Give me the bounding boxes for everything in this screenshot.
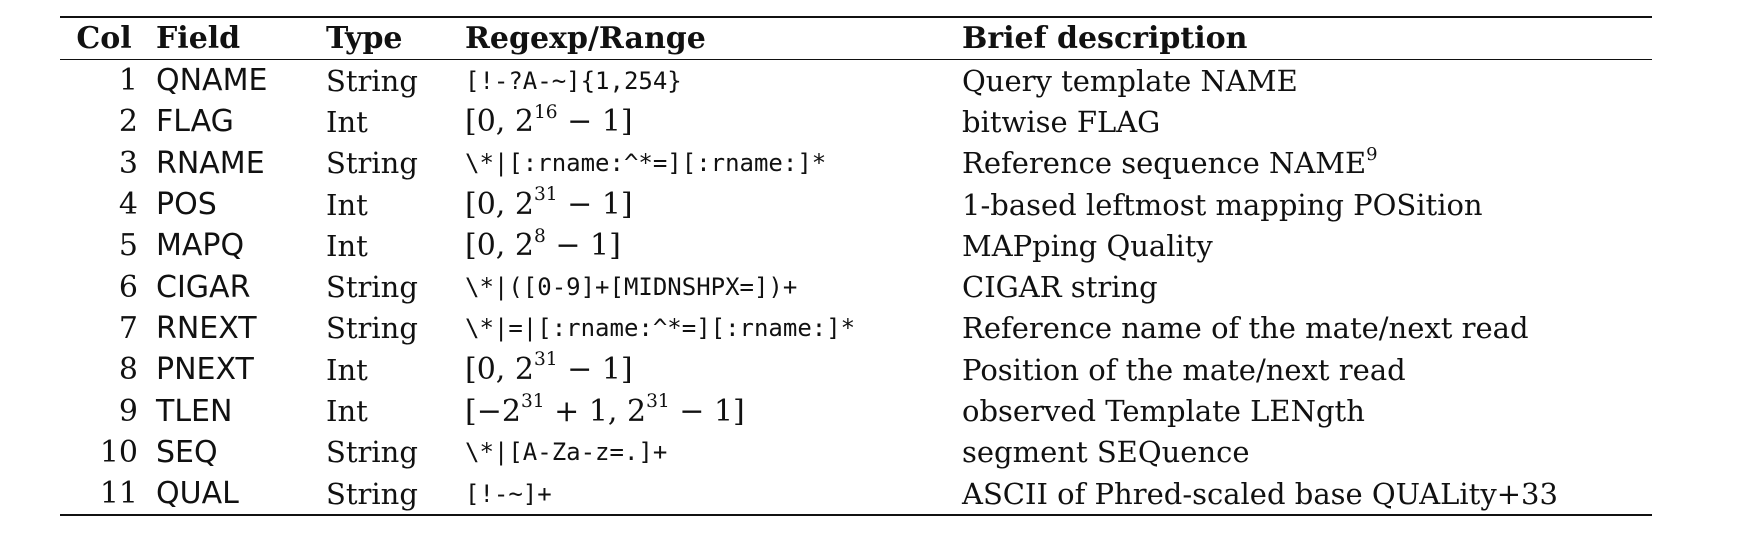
cell-description: MAPping Quality (962, 228, 1213, 263)
cell-type: Int (326, 228, 368, 263)
header-description: Brief description (962, 21, 1248, 56)
header-field: Field (156, 21, 241, 56)
cell-regexp: [−231 + 1, 231 − 1] (465, 390, 745, 429)
cell-description: ASCII of Phred-scaled base QUALity+33 (962, 476, 1558, 511)
cell-type: Int (326, 352, 368, 387)
cell-description: segment SEQuence (962, 435, 1250, 470)
cell-field: SEQ (156, 434, 218, 470)
cell-description: Position of the mate/next read (962, 352, 1406, 387)
cell-regexp: \*|=|[:rname:^*=][:rname:]* (465, 314, 856, 343)
cell-regexp: [0, 28 − 1] (465, 225, 621, 264)
cell-description: Query template NAME (962, 63, 1298, 98)
cell-description: observed Template LENgth (962, 394, 1365, 429)
table-row: 1 QNAME String [!-?A-~]{1,254} Query templat… (60, 60, 1652, 102)
table-header-row: Col Field Type Regexp/Range Brief descri… (60, 17, 1652, 60)
cell-field: RNAME (156, 145, 265, 181)
cell-field: PNEXT (156, 352, 254, 388)
header-type: Type (326, 21, 403, 56)
cell-regexp: \*|[:rname:^*=][:rname:]* (465, 149, 827, 178)
cell-field: CIGAR (156, 269, 251, 305)
cell-col: 6 (118, 269, 138, 305)
cell-regexp: [!-~]+ (465, 479, 552, 508)
cell-description: Reference name of the mate/next read (962, 311, 1529, 346)
cell-field: RNEXT (156, 310, 257, 346)
cell-col: 5 (118, 228, 138, 264)
table-row: 4 POS Int [0, 231 − 1] 1-based leftmost mapp… (60, 184, 1652, 225)
cell-col: 4 (118, 187, 138, 223)
sam-fields-table: Col Field Type Regexp/Range Brief descri… (60, 16, 1652, 516)
cell-regexp: \*|([0-9]+[MIDNSHPX=])+ (465, 273, 798, 302)
cell-description: bitwise FLAG (962, 104, 1161, 139)
table-row: 10 SEQ String \*|[A-Za-z=.]+ segment SEQuenc… (60, 432, 1652, 473)
cell-col: 9 (118, 393, 138, 429)
cell-type: String (326, 146, 418, 181)
table-row: 2 FLAG Int [0, 216 − 1] bitwise FLAG (60, 101, 1652, 142)
cell-field: TLEN (156, 393, 233, 429)
cell-regexp: [!-?A-~]{1,254} (465, 66, 682, 95)
table-body: 1 QNAME String [!-?A-~]{1,254} Query templat… (60, 60, 1652, 516)
table-row: 8 PNEXT Int [0, 231 − 1] Position of the mat… (60, 349, 1652, 390)
cell-type: String (326, 63, 418, 98)
cell-type: String (326, 435, 418, 470)
cell-type: String (326, 476, 418, 511)
cell-field: QNAME (156, 63, 268, 99)
cell-description: 1-based leftmost mapping POSition (962, 187, 1483, 222)
table-row: 6 CIGAR String \*|([0-9]+[MIDNSHPX=])+ CIGAR… (60, 266, 1652, 307)
table-row: 7 RNEXT String \*|=|[:rname:^*=][:rname:]* R… (60, 308, 1652, 349)
cell-col: 7 (118, 310, 138, 346)
cell-col: 1 (118, 63, 138, 99)
cell-col: 2 (118, 104, 138, 140)
sam-fields-table-container: Col Field Type Regexp/Range Brief descri… (60, 16, 1652, 516)
cell-type: String (326, 311, 418, 346)
cell-field: QUAL (156, 476, 239, 512)
cell-field: MAPQ (156, 228, 245, 264)
cell-col: 11 (99, 476, 138, 512)
table-row: 5 MAPQ Int [0, 28 − 1] MAPping Quality (60, 225, 1652, 266)
table-row: 11 QUAL String [!-~]+ ASCII of Phred-scaled … (60, 473, 1652, 516)
cell-type: Int (326, 187, 368, 222)
cell-field: POS (156, 187, 217, 223)
cell-col: 8 (118, 352, 138, 388)
cell-regexp: [0, 216 − 1] (465, 101, 633, 140)
cell-type: String (326, 270, 418, 305)
header-col: Col (76, 21, 132, 56)
cell-col: 3 (118, 145, 138, 181)
cell-field: FLAG (156, 104, 234, 140)
cell-regexp: [0, 231 − 1] (465, 184, 633, 223)
cell-type: Int (326, 104, 368, 139)
cell-regexp: \*|[A-Za-z=.]+ (465, 438, 668, 467)
cell-col: 10 (99, 434, 138, 470)
cell-regexp: [0, 231 − 1] (465, 349, 633, 388)
cell-description: CIGAR string (962, 270, 1158, 305)
table-row: 3 RNAME String \*|[:rname:^*=][:rname:]* Ref… (60, 143, 1652, 184)
cell-description: Reference sequence NAME9 (962, 143, 1378, 181)
header-regexp: Regexp/Range (465, 21, 706, 56)
table-row: 9 TLEN Int [−231 + 1, 231 − 1] observed Temp… (60, 390, 1652, 431)
cell-type: Int (326, 394, 368, 429)
